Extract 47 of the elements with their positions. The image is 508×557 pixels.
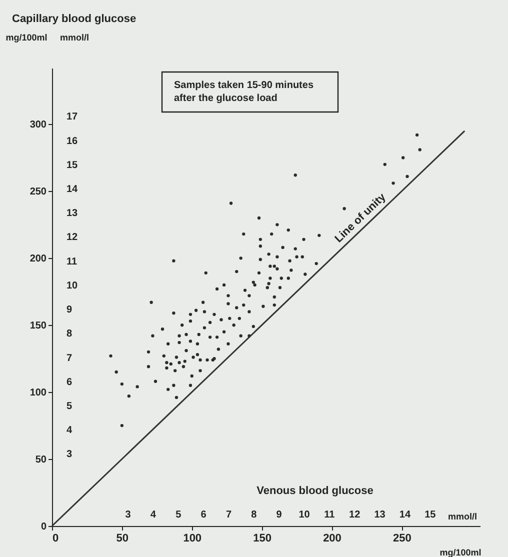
x2-tick-label: 3 [125, 510, 132, 520]
x-tick-label: 150 [253, 532, 272, 544]
x-tick-label: 0 [52, 532, 59, 544]
x2-tick-label: 7 [226, 510, 232, 520]
y2-tick-label: 10 [66, 280, 78, 292]
y2-tick-label: 14 [66, 184, 78, 196]
y-tick-label: 100 [30, 388, 47, 399]
y-tick-label: 0 [40, 522, 47, 532]
x2-tick-label: 6 [200, 510, 207, 520]
x2-tick-label: 14 [399, 510, 411, 520]
x2-tick-label: 4 [150, 510, 156, 520]
y2-axis-title: mmol/l [60, 32, 90, 42]
x2-tick-label: 11 [324, 510, 336, 520]
x-tick-label: 50 [116, 532, 129, 544]
annotation: Venous blood glucose [256, 485, 374, 497]
y-tick-label: 150 [30, 320, 47, 332]
y2-tick-label: 6 [66, 376, 72, 388]
y2-tick-label: 13 [66, 208, 78, 220]
y2-tick-label: 7 [66, 352, 72, 364]
y2-tick-label: 4 [66, 425, 72, 436]
x-tick-label: 200 [323, 532, 342, 544]
x2-tick-label: 9 [276, 510, 282, 520]
y2-tick-label: 9 [66, 304, 72, 316]
x-tick-label: 100 [183, 532, 202, 544]
y2-tick-label: 5 [66, 400, 72, 412]
x2-tick-label: 10 [298, 510, 310, 520]
y2-tick-label: 15 [66, 160, 78, 171]
x-tick-label: 250 [392, 532, 412, 544]
y2-tick-label: 17 [66, 112, 78, 123]
x2-tick-label: 15 [424, 510, 436, 520]
x2-tick-label: 5 [176, 510, 182, 520]
y-tick-label: 300 [30, 120, 47, 131]
chart-title: Capillary blood glucose [12, 13, 136, 25]
y-tick-label: 250 [30, 186, 47, 198]
x2-tick-label: 12 [349, 510, 361, 520]
annotation: Samples taken 15-90 minutes after the glucose load [174, 80, 314, 104]
y2-tick-label: 3 [66, 449, 72, 460]
x2-axis-title: mmol/l [448, 512, 478, 522]
y2-tick-label: 11 [66, 256, 78, 268]
y2-tick-label: 8 [66, 328, 72, 340]
y2-tick-label: 16 [66, 136, 78, 147]
x2-tick-label: 13 [374, 510, 386, 520]
y2-tick-label: 12 [66, 232, 78, 244]
y-axis-title: mg/100ml [6, 32, 48, 42]
y-tick-label: 50 [35, 454, 47, 466]
y-tick-label: 200 [30, 254, 47, 265]
x2-tick-label: 8 [251, 510, 258, 520]
